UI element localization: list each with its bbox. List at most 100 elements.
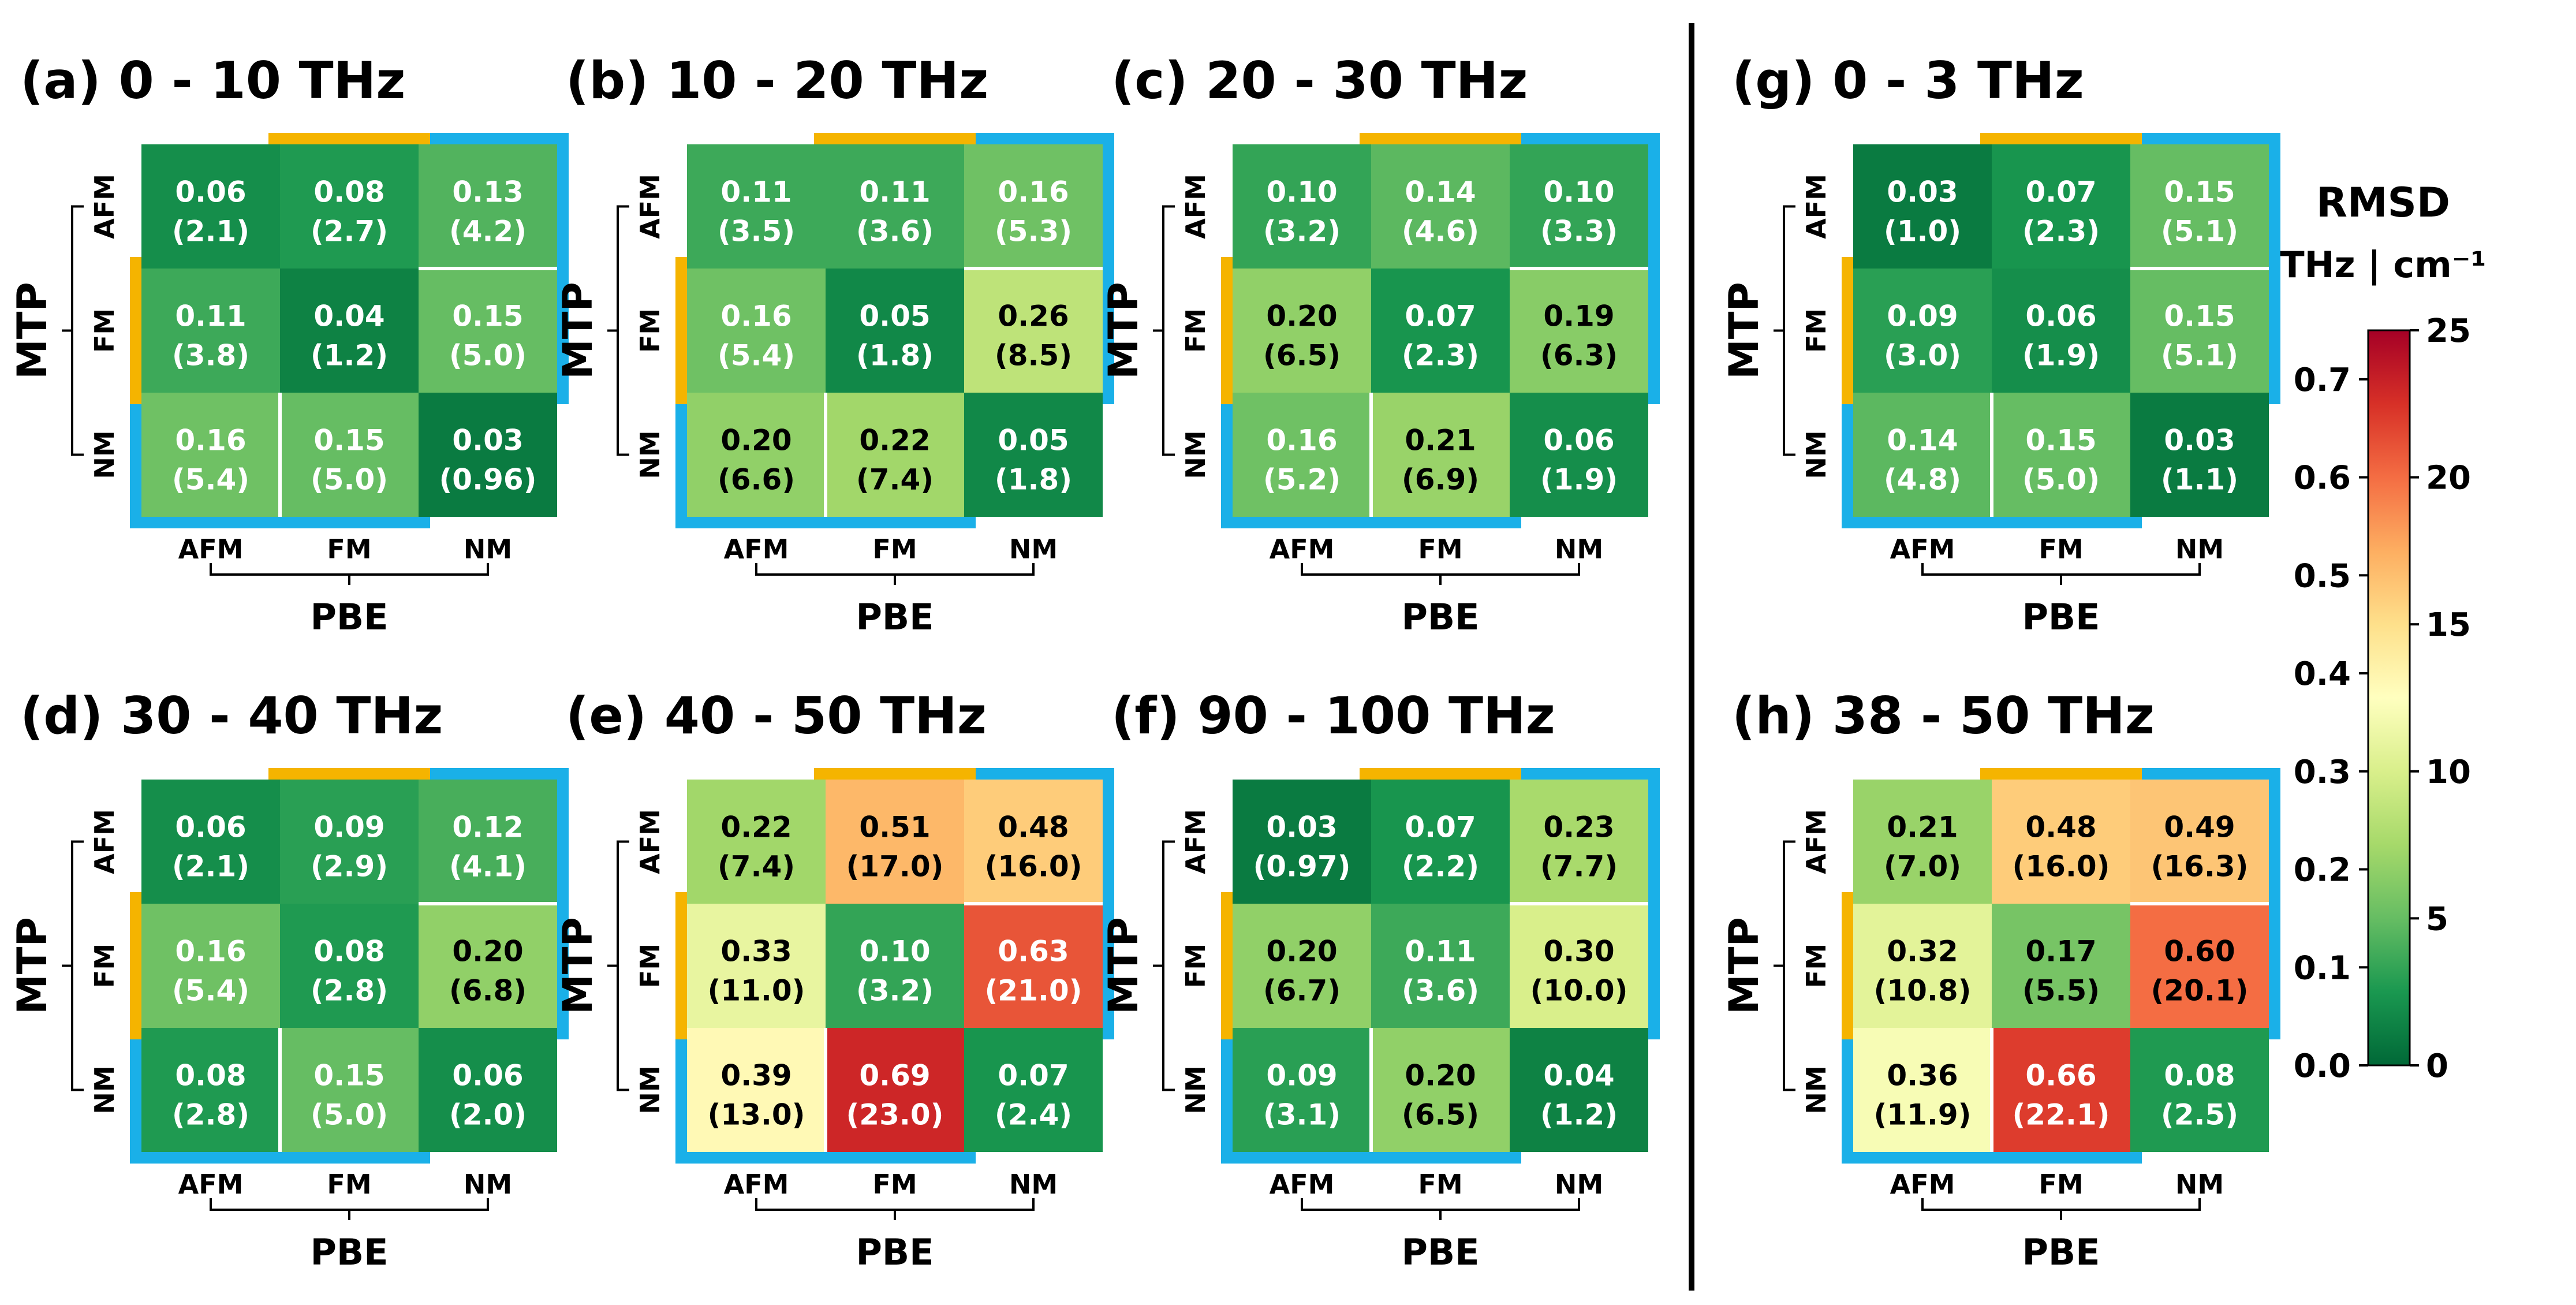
y-tick-label: NM xyxy=(634,1065,666,1114)
heatmap-cell: 0.05 (1.8) xyxy=(964,393,1103,517)
cell-value-cm: (1.9) xyxy=(1540,463,1618,497)
heatmap-cell: 0.16 (5.4) xyxy=(141,904,280,1028)
y-axis-bracket xyxy=(1153,205,1175,456)
panel-title: (f) 90 - 100 THz xyxy=(1111,686,1555,745)
y-axis-bracket xyxy=(607,840,629,1091)
cell-value-thz: 0.17 xyxy=(2025,935,2096,968)
heatmap-cell: 0.11 (3.6) xyxy=(826,144,964,269)
cell-value-thz: 0.22 xyxy=(720,811,792,844)
cell-fill xyxy=(964,144,1103,269)
cell-fill xyxy=(1853,393,1992,517)
colorbar-right-tick-label: 20 xyxy=(2426,460,2471,497)
heatmap-cell: 0.09 (2.9) xyxy=(280,780,419,904)
heatmap-cell: 0.11 (3.8) xyxy=(141,269,280,393)
cell-fill xyxy=(141,393,280,517)
cell-value-thz: 0.14 xyxy=(1405,176,1476,209)
cell-value-thz: 0.04 xyxy=(1543,1059,1614,1093)
cell-fill xyxy=(2130,269,2269,393)
cell-fill xyxy=(826,1028,964,1152)
cell-value-cm: (5.0) xyxy=(311,463,388,497)
cell-value-cm: (3.2) xyxy=(856,974,934,1008)
colorbar-right-tick-label: 10 xyxy=(2426,754,2471,791)
cell-value-thz: 0.11 xyxy=(1405,935,1476,968)
cell-value-cm: (5.1) xyxy=(2161,339,2238,372)
cell-value-cm: (11.9) xyxy=(1873,1098,1971,1132)
x-axis-bracket xyxy=(1921,563,2201,585)
cell-value-thz: 0.30 xyxy=(1543,935,1614,968)
cell-value-cm: (3.5) xyxy=(718,215,795,248)
x-axis-bracket xyxy=(1301,563,1580,585)
y-tick-label: FM xyxy=(89,944,120,988)
cell-fill xyxy=(1853,269,1992,393)
y-axis-label: MTP xyxy=(554,282,602,379)
colorbar-left-tick-label: 0.5 xyxy=(2294,557,2351,595)
heatmap-cell: 0.09 (3.1) xyxy=(1233,1028,1371,1152)
cell-value-cm: (4.2) xyxy=(449,215,527,248)
heatmap-cell: 0.48 (16.0) xyxy=(1992,780,2130,904)
cell-value-thz: 0.06 xyxy=(175,811,246,844)
cell-value-cm: (7.4) xyxy=(718,850,795,883)
cell-fill xyxy=(1510,393,1648,517)
y-axis-label: MTP xyxy=(1100,917,1147,1015)
y-tick-label: AFM xyxy=(634,174,666,239)
heatmap-cell: 0.03 (1.1) xyxy=(2130,393,2269,517)
cell-value-cm: (1.1) xyxy=(2161,463,2238,497)
cell-value-cm: (7.4) xyxy=(856,463,934,497)
cell-value-thz: 0.08 xyxy=(2164,1059,2235,1093)
cell-value-cm: (16.0) xyxy=(2012,850,2110,883)
panel-title: (g) 0 - 3 THz xyxy=(1732,51,2084,110)
cell-value-cm: (1.9) xyxy=(2022,339,2100,372)
cell-value-thz: 0.51 xyxy=(859,811,930,844)
heatmap-cell: 0.20 (6.5) xyxy=(1371,1028,1510,1152)
cell-value-thz: 0.07 xyxy=(1405,300,1476,333)
cell-fill xyxy=(826,780,964,904)
cell-value-thz: 0.23 xyxy=(1543,811,1614,844)
cell-fill xyxy=(419,1028,557,1152)
heatmap-panels: (a) 0 - 10 THz 0.06 (2.1) 0.08 (2.7) 0.13 (4.2… xyxy=(9,51,2280,1273)
cell-value-thz: 0.63 xyxy=(998,935,1069,968)
x-tick-label: AFM xyxy=(1270,1169,1335,1200)
cell-fill xyxy=(141,144,280,269)
heatmap-cell: 0.48 (16.0) xyxy=(964,780,1103,904)
cell-value-cm: (2.5) xyxy=(2161,1098,2238,1132)
cell-fill xyxy=(687,1028,826,1152)
cell-value-thz: 0.09 xyxy=(1266,1059,1337,1093)
cell-fill xyxy=(1510,1028,1648,1152)
cell-value-cm: (0.96) xyxy=(439,463,536,497)
cell-fill xyxy=(687,393,826,517)
cell-fill xyxy=(1233,144,1371,269)
cell-value-cm: (3.8) xyxy=(172,339,249,372)
cell-fill xyxy=(419,269,557,393)
x-axis-bracket xyxy=(1921,1198,2201,1220)
heatmap-cell: 0.08 (2.7) xyxy=(280,144,419,269)
y-tick-label: FM xyxy=(1180,308,1211,353)
cell-value-cm: (5.3) xyxy=(995,215,1072,248)
heatmap-cell: 0.66 (22.1) xyxy=(1992,1028,2130,1152)
heatmap-panel: (c) 20 - 30 THz 0.10 (3.2) 0.14 (4.6) 0.10 (3.… xyxy=(1100,51,1660,638)
cell-fill xyxy=(687,144,826,269)
colorbar-right-tick-label: 5 xyxy=(2426,900,2448,938)
x-axis-label: PBE xyxy=(310,1231,388,1273)
heatmap-cell: 0.05 (1.8) xyxy=(826,269,964,393)
y-tick-label: NM xyxy=(89,1065,120,1114)
heatmap-panel: (g) 0 - 3 THz 0.03 (1.0) 0.07 (2.3) 0.15 (5.1)… xyxy=(1720,51,2280,638)
y-axis-bracket xyxy=(1774,840,1795,1091)
heatmap-cell: 0.51 (17.0) xyxy=(826,780,964,904)
x-tick-label: FM xyxy=(327,1169,371,1200)
cell-value-cm: (7.7) xyxy=(1540,850,1618,883)
colorbar-left-tick-label: 0.7 xyxy=(2294,361,2351,399)
cell-value-thz: 0.15 xyxy=(2164,300,2235,333)
panel-title: (a) 0 - 10 THz xyxy=(20,51,405,110)
heatmap-cell: 0.16 (5.4) xyxy=(687,269,826,393)
x-tick-label: AFM xyxy=(178,534,244,565)
x-axis-label: PBE xyxy=(856,1231,934,1273)
cell-fill xyxy=(280,780,419,904)
cell-fill xyxy=(141,780,280,904)
cell-fill xyxy=(2130,904,2269,1028)
heatmap-cell: 0.69 (23.0) xyxy=(826,1028,964,1152)
y-axis-label: MTP xyxy=(1720,917,1768,1015)
cell-value-cm: (13.0) xyxy=(707,1098,805,1132)
y-tick-label: AFM xyxy=(89,809,120,874)
y-tick-label: AFM xyxy=(1180,809,1211,874)
x-axis-bracket xyxy=(210,1198,489,1220)
